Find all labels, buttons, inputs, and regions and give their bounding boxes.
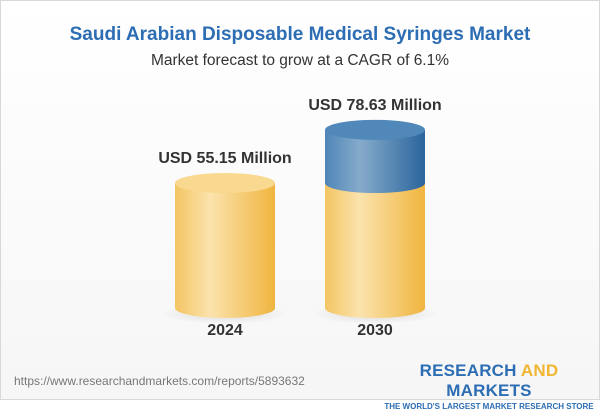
data-label: USD 78.63 Million [308, 97, 441, 114]
cylinder-body-2030 [325, 183, 425, 318]
category-label: 2024 [207, 322, 243, 339]
cylinder-chart: USD 55.15 Million 2024 USD 78.63 Million 20… [158, 97, 441, 339]
chart-subtitle: Market forecast to grow at a CAGR of 6.1… [150, 52, 450, 69]
cylinder-body-2024 [175, 183, 275, 318]
cylinder-growth-segment [325, 129, 425, 194]
chart-title: Saudi Arabian Disposable Medical Syringe… [69, 24, 531, 45]
logo-tagline: THE WORLD'S LARGEST MARKET RESEARCH STOR… [384, 402, 594, 411]
logo-text: RESEARCH [419, 361, 521, 380]
data-label: USD 55.15 Million [158, 150, 291, 167]
logo-text-and: AND [520, 361, 559, 380]
category-label: 2030 [357, 322, 393, 339]
logo-text: MARKETS [446, 381, 532, 400]
cylinder-top-2030 [325, 119, 425, 140]
source-url[interactable]: https://www.researchandmarkets.com/repor… [14, 374, 305, 388]
cylinder-top-2024 [175, 173, 275, 194]
research-and-markets-logo: RESEARCH AND MARKETS THE WORLD'S LARGEST… [384, 361, 594, 411]
